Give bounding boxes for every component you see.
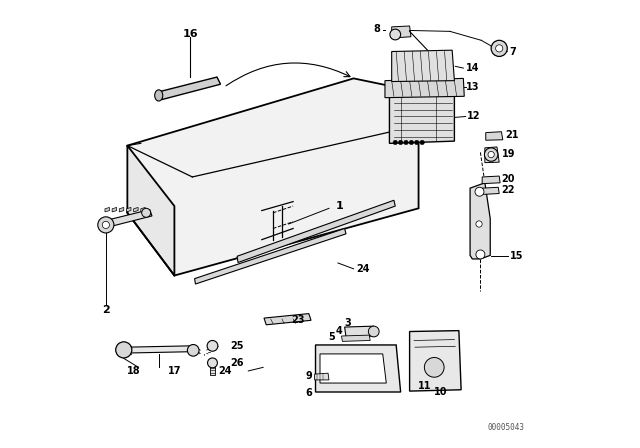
Circle shape	[116, 342, 132, 358]
Text: 5: 5	[328, 332, 335, 342]
Text: 21: 21	[505, 130, 518, 140]
Polygon shape	[195, 228, 346, 284]
Text: 19: 19	[502, 149, 515, 159]
Circle shape	[484, 148, 498, 161]
Text: 22: 22	[502, 185, 515, 195]
Polygon shape	[485, 147, 499, 163]
Polygon shape	[385, 78, 464, 98]
Circle shape	[415, 140, 419, 145]
Ellipse shape	[155, 90, 163, 101]
Circle shape	[141, 208, 150, 217]
Polygon shape	[237, 200, 396, 263]
Polygon shape	[264, 314, 311, 325]
Circle shape	[495, 45, 503, 52]
Text: 13: 13	[466, 82, 479, 92]
Circle shape	[424, 358, 444, 377]
Circle shape	[188, 345, 199, 356]
Text: 15: 15	[511, 251, 524, 261]
Polygon shape	[486, 132, 503, 140]
Polygon shape	[159, 77, 221, 99]
Circle shape	[207, 340, 218, 351]
Text: 24: 24	[356, 264, 369, 274]
Circle shape	[393, 140, 397, 145]
Polygon shape	[482, 176, 500, 184]
Circle shape	[398, 140, 403, 145]
Circle shape	[102, 221, 109, 228]
Polygon shape	[100, 210, 152, 228]
Polygon shape	[389, 94, 454, 143]
Text: 4: 4	[335, 326, 342, 336]
Polygon shape	[127, 78, 419, 276]
Polygon shape	[125, 346, 192, 353]
Text: 12: 12	[467, 112, 480, 121]
Circle shape	[420, 140, 424, 145]
Polygon shape	[470, 183, 490, 259]
Circle shape	[390, 29, 401, 40]
Polygon shape	[345, 326, 376, 337]
Circle shape	[98, 217, 114, 233]
Text: 14: 14	[466, 63, 479, 73]
Circle shape	[207, 358, 218, 368]
Polygon shape	[342, 335, 370, 341]
Polygon shape	[127, 146, 174, 276]
Text: 16: 16	[182, 29, 198, 39]
Text: 20: 20	[502, 174, 515, 184]
Circle shape	[409, 140, 413, 145]
Text: 18: 18	[127, 366, 141, 376]
Text: 9: 9	[306, 371, 312, 381]
Circle shape	[476, 250, 485, 259]
Text: 8: 8	[374, 24, 380, 34]
Circle shape	[491, 40, 508, 56]
Polygon shape	[392, 50, 454, 82]
Text: 2: 2	[102, 306, 109, 315]
Text: 00005043: 00005043	[488, 423, 524, 432]
Polygon shape	[119, 207, 124, 212]
Text: 26: 26	[230, 358, 244, 368]
FancyArrowPatch shape	[226, 63, 350, 86]
Polygon shape	[134, 207, 138, 212]
Polygon shape	[210, 366, 215, 375]
Text: 10: 10	[434, 388, 448, 397]
Polygon shape	[127, 207, 131, 212]
Circle shape	[488, 151, 494, 158]
Text: 7: 7	[509, 47, 516, 56]
Polygon shape	[141, 207, 145, 212]
Text: 6: 6	[306, 388, 312, 398]
Text: 17: 17	[168, 366, 181, 376]
Polygon shape	[392, 26, 411, 38]
Polygon shape	[315, 373, 329, 380]
Text: 23: 23	[291, 315, 305, 325]
Circle shape	[476, 221, 482, 227]
Text: 1: 1	[336, 201, 344, 211]
Polygon shape	[112, 207, 116, 212]
Circle shape	[369, 326, 379, 337]
Polygon shape	[320, 354, 387, 383]
Text: 24: 24	[218, 366, 231, 376]
Circle shape	[475, 187, 484, 196]
Circle shape	[404, 140, 408, 145]
Polygon shape	[410, 331, 461, 391]
Polygon shape	[316, 345, 401, 392]
Text: 11: 11	[418, 381, 431, 391]
Text: 3: 3	[344, 318, 351, 327]
Text: 25: 25	[230, 341, 244, 351]
Polygon shape	[105, 207, 109, 212]
Polygon shape	[482, 187, 499, 194]
